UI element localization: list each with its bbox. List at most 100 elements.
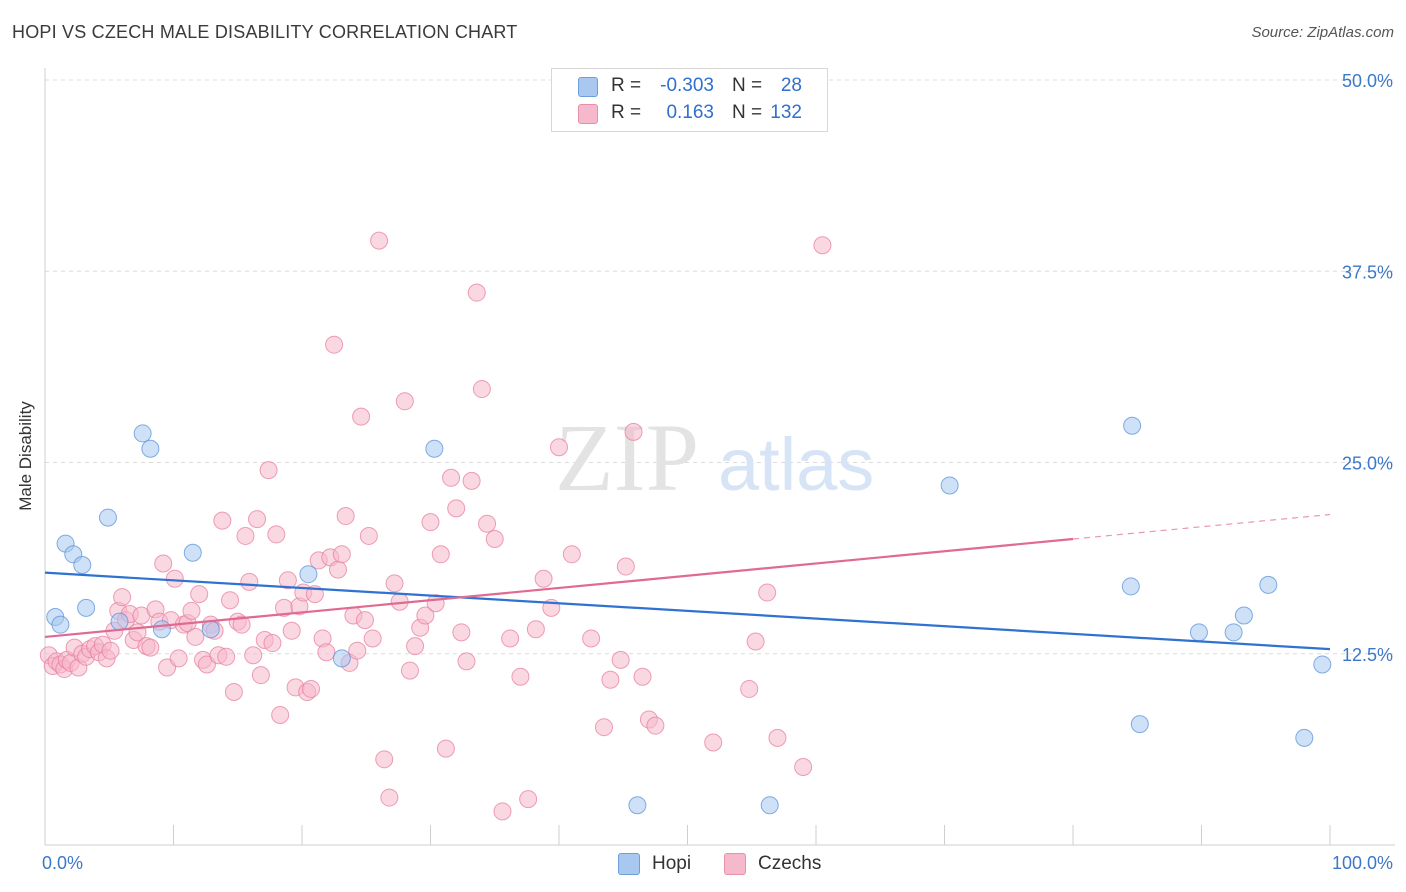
data-point-czechs [452,623,471,642]
data-point-czechs [363,629,382,648]
data-point-hopi [141,439,160,458]
data-point-czechs [240,572,259,591]
data-point-czechs [352,407,371,426]
data-point-czechs [406,637,425,656]
data-point-czechs [478,514,497,533]
trend-line-czechs [44,537,1074,639]
data-point-czechs [263,634,282,653]
data-point-czechs [768,728,787,747]
trend-line-czechs [1072,513,1331,540]
data-point-czechs [746,632,765,651]
data-point-hopi [1259,575,1278,594]
data-point-hopi [77,598,96,617]
legend-r-value: 0.163 [666,102,714,123]
legend-swatch-hopi [578,77,598,97]
data-point-hopi [1121,577,1140,596]
data-point-czechs [646,716,665,735]
data-point-czechs [190,585,209,604]
legend-n-label: N = [732,75,763,96]
data-point-czechs [224,683,243,701]
data-point-czechs [624,422,643,441]
data-point-czechs [550,438,568,457]
series-swatch-czechs [724,853,746,875]
data-point-czechs [813,236,832,255]
axes [44,68,1395,846]
data-point-czechs [182,601,201,620]
data-point-czechs [370,231,389,250]
series-label-czechs: Czechs [758,853,822,874]
data-point-czechs [794,757,813,776]
data-point-hopi [1130,715,1149,734]
data-point-czechs [317,643,336,662]
data-point-hopi [98,508,117,527]
legend-n-value: 132 [770,102,802,123]
data-point-czechs [421,513,440,532]
data-point-hopi [940,476,959,495]
chart-title: HOPI VS CZECH MALE DISABILITY CORRELATIO… [12,22,518,42]
data-point-hopi [73,556,92,575]
data-point-czechs [594,718,613,737]
y-tick-label: 25.0% [1342,454,1393,474]
data-point-hopi [1224,623,1243,642]
legend-row-hopi: R = -0.303 N = 28 [552,73,827,99]
data-point-czechs [251,666,270,685]
data-point-hopi [51,615,70,634]
data-point-czechs [511,667,530,686]
data-point-hopi [1234,606,1253,625]
data-point-czechs [601,670,620,689]
data-point-czechs [582,629,601,648]
data-point-czechs [740,679,759,698]
watermark-zip: ZIP [555,404,699,511]
series-swatch-hopi [618,853,640,875]
data-point-czechs [101,641,120,660]
data-point-hopi [299,565,318,584]
data-point-czechs [526,620,545,639]
data-point-czechs [385,574,404,593]
data-point-czechs [221,591,240,610]
data-point-czechs [271,705,290,724]
data-point-czechs [457,652,476,671]
data-point-czechs [186,627,205,646]
data-point-czechs [431,545,450,564]
data-point-czechs [336,507,355,526]
data-point-czechs [328,560,347,579]
source-label: Source: ZipAtlas.com [1251,24,1394,41]
legend-r-label: R = [611,102,642,123]
data-point-czechs [355,611,374,630]
data-point-hopi [152,620,171,639]
legend-r-label: R = [611,75,642,96]
data-point-czechs [301,679,320,698]
data-point-czechs [348,641,367,660]
data-point-czechs [562,545,581,564]
data-point-czechs [154,554,173,573]
data-point-czechs [400,661,419,680]
data-point-czechs [493,802,512,821]
y-tick-label: 50.0% [1342,71,1393,91]
data-point-hopi [133,424,152,443]
data-point-czechs [217,647,236,666]
x-tick-label: 100.0% [1332,853,1393,873]
data-point-hopi [1123,416,1142,435]
data-point-czechs [472,380,491,399]
series-legend: Hopi Czechs [0,852,1406,878]
data-point-czechs [442,468,461,487]
data-point-hopi [201,620,220,639]
data-point-czechs [232,615,251,634]
data-point-czechs [704,733,723,752]
data-point-hopi [183,543,202,562]
data-point-hopi [1313,655,1332,674]
legend-n-value: 28 [780,75,802,96]
data-point-czechs [380,788,399,807]
legend-r-value: -0.303 [660,75,714,96]
x-tick-label: 0.0% [42,853,83,873]
data-point-czechs [436,739,455,758]
data-point-czechs [462,471,481,490]
data-point-czechs [359,526,378,545]
data-point-czechs [213,511,232,530]
data-point-czechs [395,392,414,411]
data-point-hopi [1189,623,1208,642]
watermark: ZIP atlas [555,404,874,511]
legend-n-label: N = [732,102,763,123]
legend-swatch-czechs [578,104,598,124]
data-point-czechs [519,790,538,809]
